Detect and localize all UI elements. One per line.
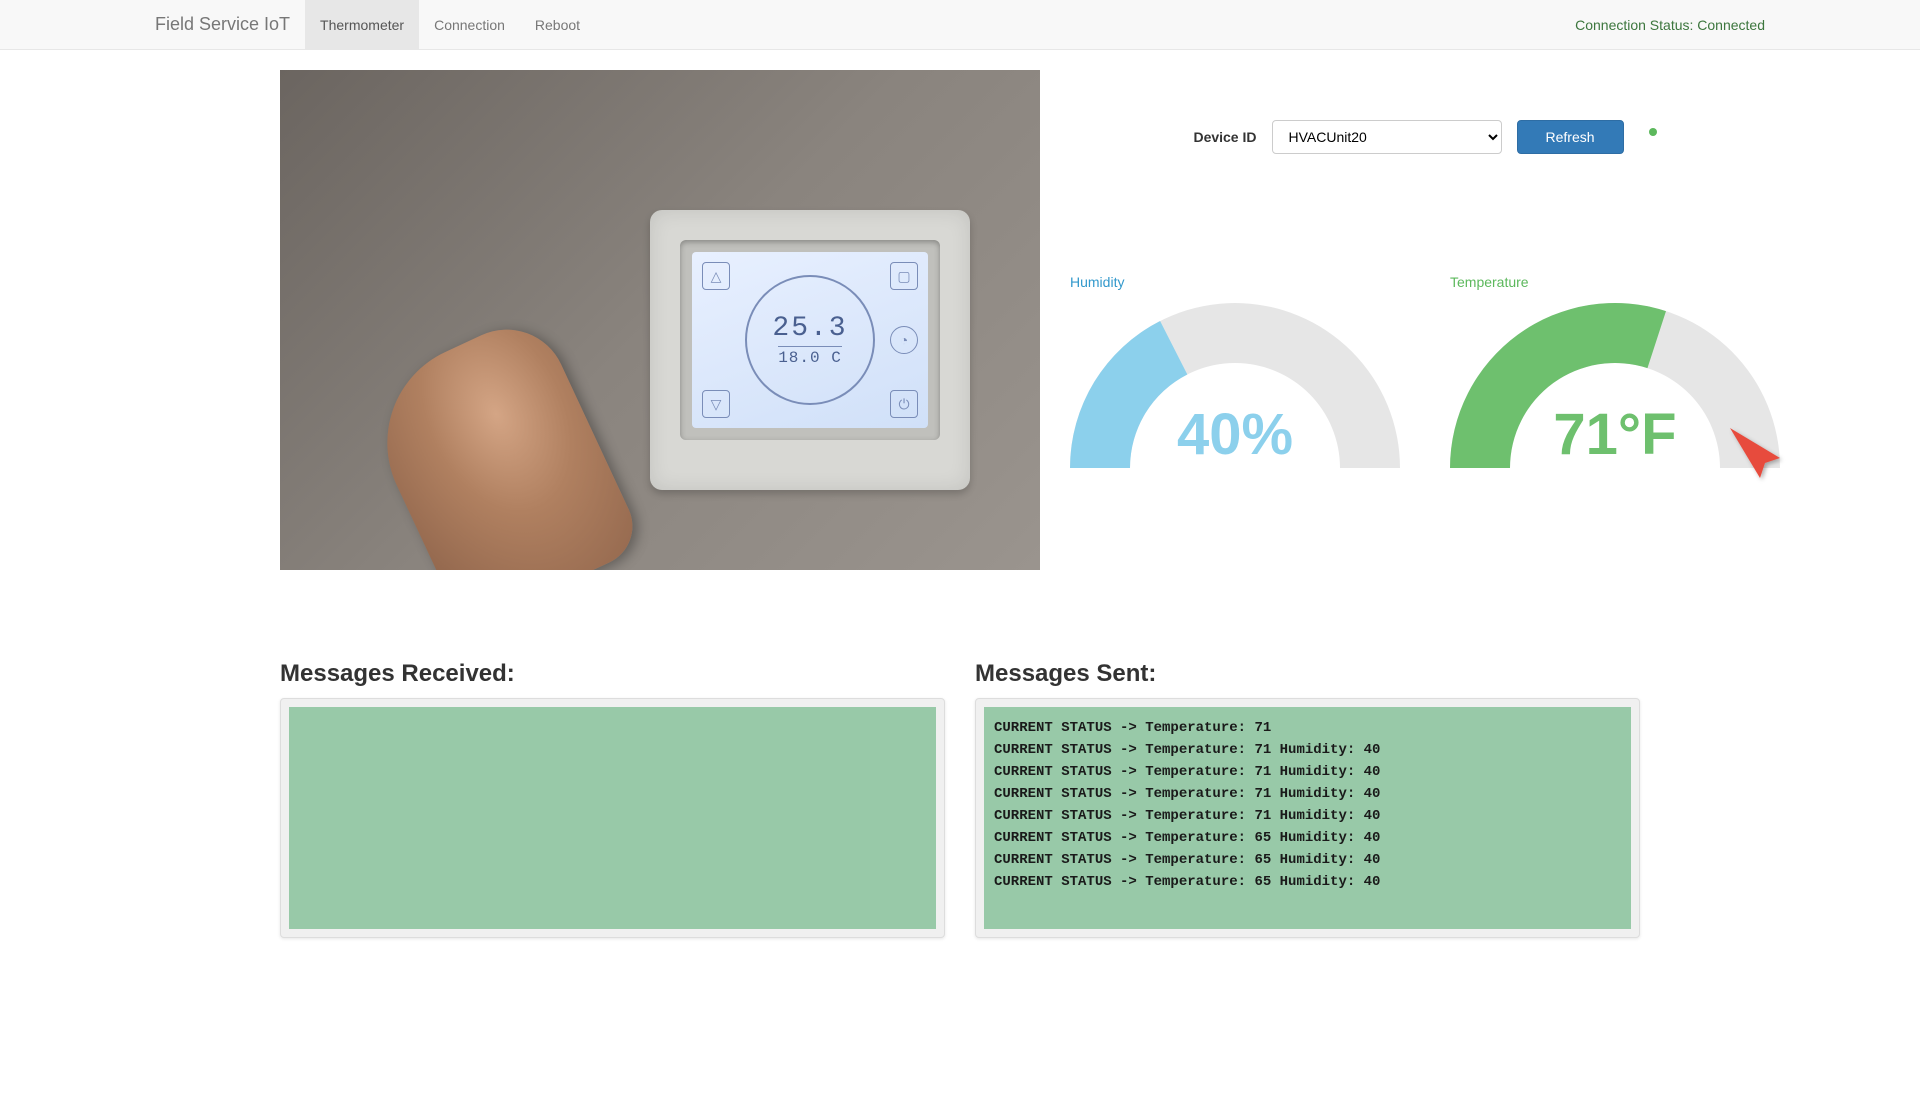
tab-connection[interactable]: Connection <box>419 0 520 50</box>
messages-received-scroll[interactable] <box>289 707 936 929</box>
messages-sent-header: Messages Sent: <box>975 660 1640 688</box>
temperature-gauge-label: Temperature <box>1450 274 1780 290</box>
status-indicator-dot <box>1649 128 1657 136</box>
message-line: CURRENT STATUS -> Temperature: 71 Humidi… <box>994 761 1621 783</box>
tab-thermometer[interactable]: Thermometer <box>305 0 419 50</box>
navbar: Field Service IoT Thermometer Connection… <box>0 0 1920 50</box>
humidity-gauge: Humidity 40% <box>1070 274 1400 468</box>
message-line: CURRENT STATUS -> Temperature: 71 Humidi… <box>994 739 1621 761</box>
message-line: CURRENT STATUS -> Temperature: 71 Humidi… <box>994 783 1621 805</box>
device-id-label: Device ID <box>1193 129 1256 145</box>
nav-tabs: Thermometer Connection Reboot <box>305 0 595 50</box>
humidity-gauge-value: 40% <box>1070 401 1400 468</box>
temperature-gauge: Temperature 71°F <box>1450 274 1780 468</box>
message-line: CURRENT STATUS -> Temperature: 71 <box>994 717 1621 739</box>
connection-status: Connection Status: Connected <box>1560 2 1780 48</box>
messages-received-header: Messages Received: <box>280 660 945 688</box>
navbar-brand[interactable]: Field Service IoT <box>140 0 305 50</box>
thermostat-photo: △ ▢ ▽ ⏻ ◔ 25.3 18.0 C <box>280 70 1040 570</box>
controls-row: Device ID HVACUnit20 Refresh <box>1070 120 1780 154</box>
temperature-gauge-value: 71°F <box>1450 401 1780 468</box>
messages-received-panel <box>280 698 945 938</box>
tab-reboot[interactable]: Reboot <box>520 0 595 50</box>
refresh-button[interactable]: Refresh <box>1517 120 1624 154</box>
message-line: CURRENT STATUS -> Temperature: 65 Humidi… <box>994 827 1621 849</box>
device-id-select[interactable]: HVACUnit20 <box>1272 120 1502 154</box>
message-line: CURRENT STATUS -> Temperature: 65 Humidi… <box>994 849 1621 871</box>
message-line: CURRENT STATUS -> Temperature: 71 Humidi… <box>994 805 1621 827</box>
message-line: CURRENT STATUS -> Temperature: 65 Humidi… <box>994 871 1621 893</box>
messages-sent-scroll[interactable]: CURRENT STATUS -> Temperature: 71CURRENT… <box>984 707 1631 929</box>
messages-sent-panel: CURRENT STATUS -> Temperature: 71CURRENT… <box>975 698 1640 938</box>
humidity-gauge-label: Humidity <box>1070 274 1400 290</box>
gauges-row: Humidity 40% Temperature 71°F <box>1070 274 1780 468</box>
